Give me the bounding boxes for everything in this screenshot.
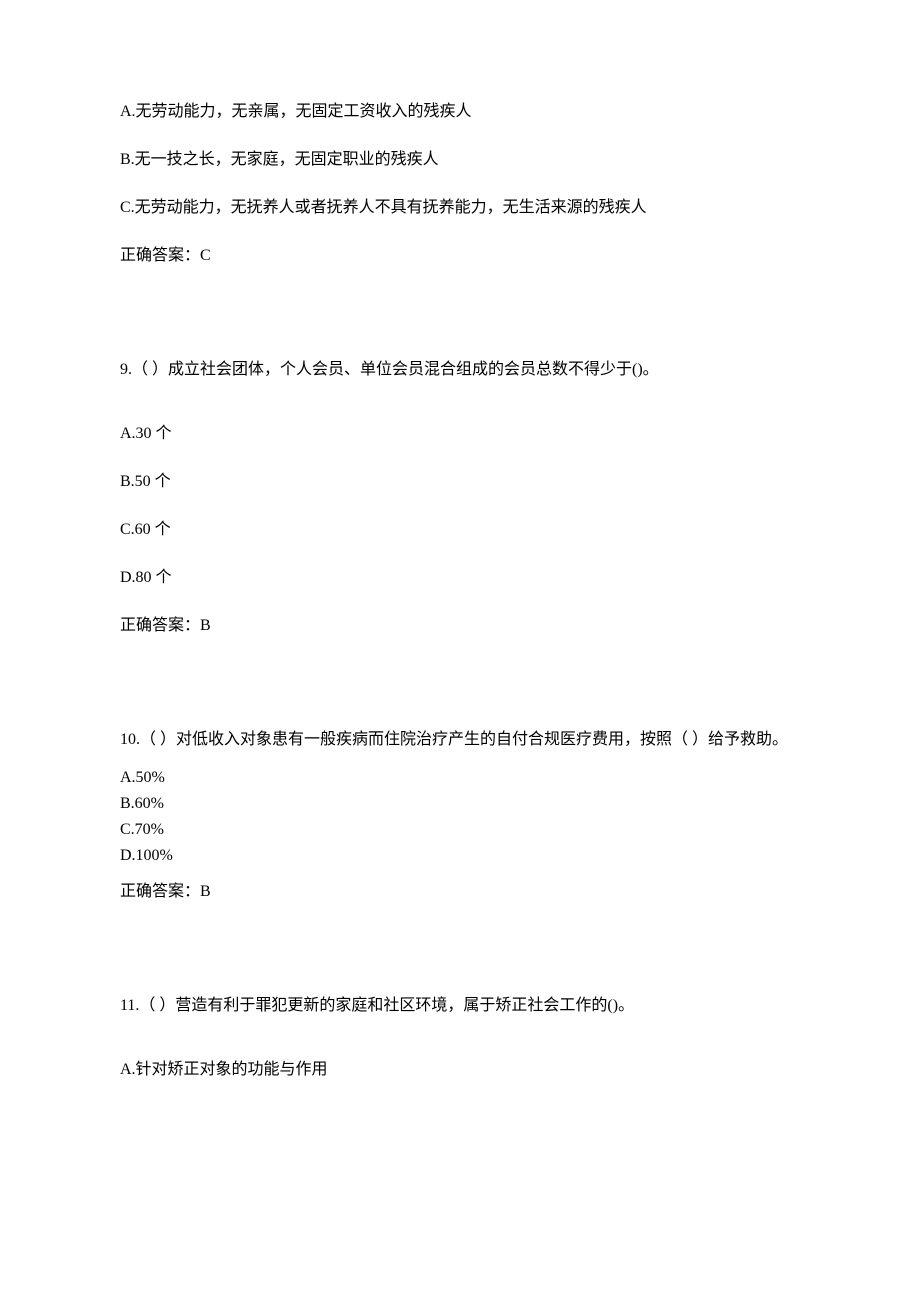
q10-answer: 正确答案：B — [120, 880, 800, 904]
q11-stem: 11.（ ）营造有利于罪犯更新的家庭和社区环境，属于矫正社会工作的()。 — [120, 994, 800, 1018]
q8-option-a: A.无劳动能力，无亲属，无固定工资收入的残疾人 — [120, 100, 800, 124]
q8-option-b: B.无一技之长，无家庭，无固定职业的残疾人 — [120, 148, 800, 172]
q9-option-b: B.50 个 — [120, 470, 800, 494]
q10-option-a: A.50% — [120, 766, 800, 790]
q10-option-b: B.60% — [120, 792, 800, 816]
q10-option-c: C.70% — [120, 818, 800, 842]
q9-option-d: D.80 个 — [120, 566, 800, 590]
q8-option-c: C.无劳动能力，无抚养人或者抚养人不具有抚养能力，无生活来源的残疾人 — [120, 196, 800, 220]
q9-answer: 正确答案：B — [120, 614, 800, 638]
q9-option-a: A.30 个 — [120, 422, 800, 446]
q10-option-d: D.100% — [120, 844, 800, 868]
q8-answer: 正确答案：C — [120, 244, 800, 268]
q9-option-c: C.60 个 — [120, 518, 800, 542]
q11-option-a: A.针对矫正对象的功能与作用 — [120, 1058, 800, 1082]
q10-stem: 10.（ ）对低收入对象患有一般疾病而住院治疗产生的自付合规医疗费用，按照（ ）… — [120, 728, 800, 752]
q9-stem: 9.（ ）成立社会团体，个人会员、单位会员混合组成的会员总数不得少于()。 — [120, 358, 800, 382]
